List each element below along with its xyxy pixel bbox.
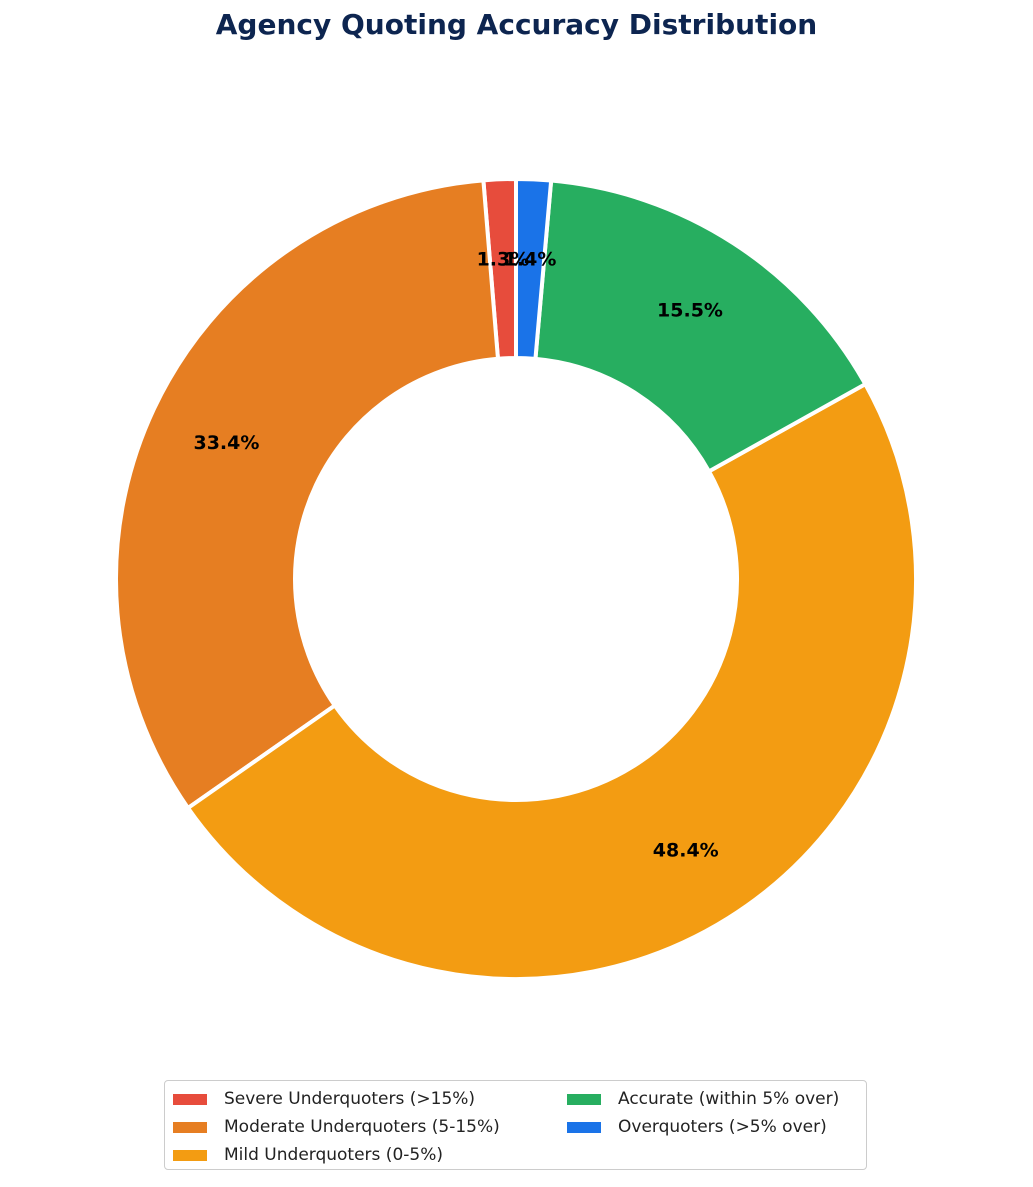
slice-label: 15.5% — [657, 299, 723, 321]
legend-item-mild: Mild Underquoters (0-5%) — [173, 1145, 443, 1165]
legend-label: Mild Underquoters (0-5%) — [224, 1145, 443, 1165]
slice-label: 1.3% — [477, 248, 530, 270]
donut-chart: 1.3% 33.4% 48.4% 15.5% 1.4% — [114, 176, 918, 981]
donut-slices — [114, 176, 918, 981]
donut-slice — [114, 178, 501, 811]
legend-label: Accurate (within 5% over) — [618, 1089, 840, 1109]
legend-label: Moderate Underquoters (5-15%) — [224, 1117, 500, 1137]
legend: Severe Underquoters (>15%) Moderate Unde… — [164, 1080, 867, 1170]
legend-item-overquoters: Overquoters (>5% over) — [567, 1117, 827, 1137]
donut-slice — [533, 178, 869, 475]
donut-slice — [514, 176, 554, 362]
slice-labels: 1.3% 33.4% 48.4% 15.5% 1.4% — [193, 248, 722, 861]
legend-label: Severe Underquoters (>15%) — [224, 1089, 476, 1109]
slice-label: 33.4% — [193, 432, 259, 454]
donut-slice — [185, 381, 918, 981]
legend-swatch — [567, 1121, 601, 1133]
chart-title: Agency Quoting Accuracy Distribution — [215, 8, 818, 41]
legend-item-severe: Severe Underquoters (>15%) — [173, 1089, 475, 1109]
legend-swatch — [173, 1149, 207, 1161]
slice-label: 1.4% — [504, 248, 557, 270]
legend-item-accurate: Accurate (within 5% over) — [567, 1089, 839, 1109]
legend-swatch — [173, 1121, 207, 1133]
legend-item-moderate: Moderate Underquoters (5-15%) — [173, 1117, 500, 1137]
legend-swatch — [567, 1093, 601, 1105]
slice-label: 48.4% — [653, 839, 719, 861]
legend-swatch — [173, 1093, 207, 1105]
legend-label: Overquoters (>5% over) — [618, 1117, 827, 1137]
